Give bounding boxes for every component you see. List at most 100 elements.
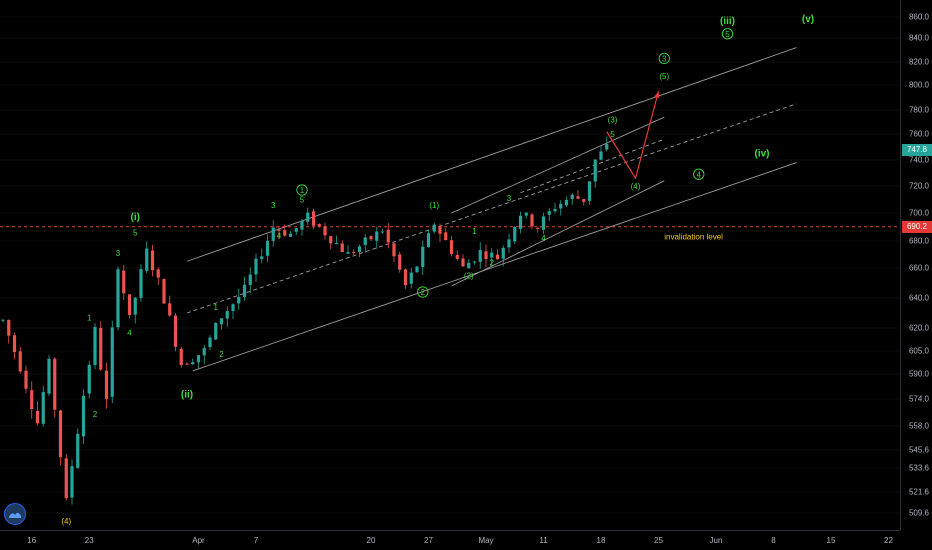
candle-body <box>47 358 51 394</box>
wave-label: 1 <box>87 314 92 323</box>
candle-body <box>116 269 120 328</box>
wave-label: 2 <box>421 288 426 297</box>
candle-body <box>306 212 310 222</box>
channel-line[interactable] <box>192 162 797 372</box>
candle-body <box>495 254 500 260</box>
wave-label: 3 <box>507 194 512 203</box>
candle-body <box>438 226 442 234</box>
wave-label: 2 <box>490 259 495 268</box>
candle-body <box>81 395 86 437</box>
time-axis[interactable]: 16 23 Apr 7 20 27 May 11 18 25 Jun 8 15 22 <box>0 530 900 550</box>
wave-label: (v) <box>802 14 814 25</box>
candle-body <box>168 303 172 316</box>
price-tick-label: 620.0 <box>908 323 929 333</box>
time-tick-label: 22 <box>884 536 893 545</box>
candle-body <box>340 243 344 253</box>
candle-body <box>570 194 574 199</box>
price-tag: 747.8 <box>902 143 932 156</box>
candle-body <box>409 272 413 284</box>
wave-label: 1 <box>472 227 477 236</box>
wave-label: (i) <box>131 212 140 223</box>
candle-body <box>24 370 28 389</box>
price-tick-label: 590.0 <box>908 369 929 379</box>
candle-body <box>225 311 229 319</box>
price-tick-label: 800.0 <box>908 80 929 90</box>
wave-label-circle <box>296 184 308 196</box>
candle-body <box>444 232 448 241</box>
channel-line[interactable] <box>520 138 665 194</box>
candle-body <box>179 348 183 366</box>
channel-line[interactable] <box>186 47 797 262</box>
wave-label: (5) <box>659 72 669 81</box>
candle-body <box>507 239 511 248</box>
wave-label: 4 <box>127 329 132 338</box>
candle-body <box>415 266 419 273</box>
price-tick-label: 521.6 <box>908 487 929 497</box>
channel-line[interactable] <box>186 103 797 314</box>
price-tick-label: 558.0 <box>908 421 929 431</box>
candle-body <box>242 284 247 298</box>
candle-body <box>398 254 402 270</box>
price-tick-label: 820.0 <box>908 57 929 67</box>
wave-label: 2 <box>219 350 224 359</box>
time-tick-label: 18 <box>596 536 606 545</box>
candle-body <box>145 248 149 271</box>
channel-line[interactable] <box>451 180 665 287</box>
wave-label: (1) <box>429 201 439 210</box>
candle-body <box>260 256 264 259</box>
candle-body <box>478 249 482 262</box>
candle-body <box>12 335 17 353</box>
price-tag: 690.2 <box>902 220 932 233</box>
candle-body <box>467 262 471 269</box>
price-tick-label: 740.0 <box>908 155 929 165</box>
candle-body <box>277 229 281 231</box>
candle-body <box>35 410 40 424</box>
time-tick-label: 7 <box>253 536 259 545</box>
candle-body <box>214 322 218 340</box>
channel-line[interactable] <box>451 116 665 214</box>
candle-body <box>93 326 97 366</box>
wave-label: 3 <box>662 54 667 63</box>
candle-body <box>559 203 563 209</box>
wave-label: (2) <box>464 272 474 281</box>
candle-body <box>484 251 488 259</box>
price-chart[interactable]: invalidation level(i)5(ii)(4)31241234152… <box>0 0 900 530</box>
wave-label: (4) <box>631 182 641 191</box>
wave-label: (iii) <box>720 16 735 27</box>
candle-body <box>30 390 34 410</box>
candle-body <box>472 261 477 263</box>
candle-body <box>490 252 494 258</box>
time-tick-label: 15 <box>826 536 836 545</box>
candle-body <box>99 328 103 370</box>
time-tick-label: 25 <box>654 536 663 545</box>
candle-body <box>455 254 459 259</box>
candle-body <box>403 269 408 286</box>
candle-body <box>202 348 206 356</box>
wave-label: 5 <box>300 196 305 205</box>
candle-body <box>41 392 45 424</box>
price-tick-label: 700.0 <box>908 208 929 218</box>
candle-body <box>294 228 298 232</box>
price-tick-label: 640.0 <box>908 293 929 303</box>
candle-body <box>461 258 465 267</box>
tradingview-logo-icon[interactable] <box>4 503 26 525</box>
candle-body <box>18 351 22 372</box>
candle-body <box>173 315 178 347</box>
candle-body <box>501 247 505 259</box>
candle-body <box>283 230 287 236</box>
candle-body <box>58 410 63 458</box>
candle-body <box>564 199 569 206</box>
projection-path[interactable] <box>606 91 660 180</box>
candle-body <box>237 296 241 304</box>
candle-body <box>346 252 350 254</box>
price-tick-label: 533.6 <box>908 463 929 473</box>
time-tick-label: Jun <box>709 536 723 545</box>
candle-body <box>156 269 160 278</box>
price-axis[interactable]: 860.0 840.0 820.0 800.0 780.0 760.0 740.0 720.0… <box>900 0 932 530</box>
candle-body <box>70 466 74 498</box>
wave-label: (iv) <box>755 149 770 160</box>
candle-body <box>64 458 68 499</box>
candle-body <box>162 279 166 304</box>
wave-label: 3 <box>271 201 276 210</box>
